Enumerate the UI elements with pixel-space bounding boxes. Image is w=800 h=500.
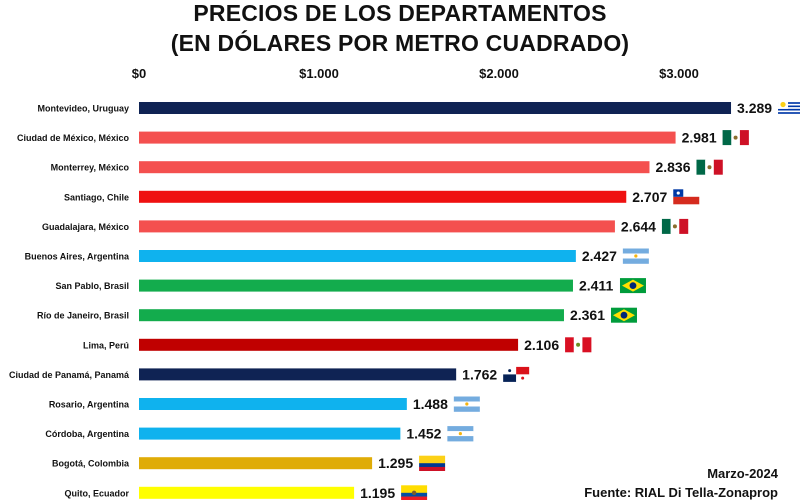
chart-title: PRECIOS DE LOS DEPARTAMENTOS (193, 0, 607, 26)
value-label: 2.644 (621, 218, 656, 234)
uruguay-sun (780, 101, 786, 108)
value-label: 2.106 (524, 337, 559, 353)
bar (139, 486, 355, 499)
ecuador-emblem (411, 490, 417, 495)
bar (139, 398, 407, 410)
brazil-globe (620, 311, 628, 319)
panama-red-star (521, 376, 525, 380)
category-label: San Pablo, Brasil (55, 281, 129, 291)
category-label: Monterrey, México (51, 163, 130, 173)
footer-source: Fuente: RIAL Di Tella-Zonaprop (584, 485, 778, 500)
mexico-emblem (733, 135, 738, 140)
category-label: Guadalajara, México (42, 222, 130, 232)
chile-red-stripe (673, 196, 700, 205)
bar (139, 161, 650, 174)
value-label: 1.488 (413, 396, 448, 412)
bar (139, 131, 676, 144)
bar (139, 338, 519, 351)
value-label: 3.289 (737, 100, 772, 116)
footer-date: Marzo-2024 (707, 466, 778, 481)
value-label: 1.195 (360, 485, 395, 500)
value-label: 2.361 (570, 307, 605, 323)
bar (139, 368, 457, 381)
colombia-flag-icon (419, 455, 446, 471)
bar (139, 220, 615, 233)
argentina-sun (634, 254, 638, 258)
panama-blue-star (508, 369, 512, 373)
x-tick-label: $1.000 (299, 66, 339, 81)
x-tick-label: $0 (132, 66, 146, 81)
bar (139, 102, 732, 114)
value-label: 1.452 (406, 426, 441, 442)
chile-flag-icon (673, 189, 700, 197)
value-label: 1.762 (462, 366, 497, 382)
peru-emblem (576, 342, 581, 347)
value-label: 2.981 (682, 130, 717, 146)
mexico-emblem (672, 224, 677, 229)
category-label: Lima, Perú (83, 340, 129, 350)
bar (139, 427, 401, 440)
value-label: 2.836 (655, 159, 690, 175)
category-label: Ciudad de Panamá, Panamá (9, 370, 130, 380)
argentina-sun (465, 402, 469, 406)
category-label: Quito, Ecuador (64, 488, 129, 498)
bar (139, 457, 373, 470)
category-label: Montevideo, Uruguay (37, 104, 129, 114)
category-label: Río de Janeiro, Brasil (37, 311, 129, 321)
value-label: 1.295 (378, 455, 413, 471)
argentina-sun (458, 432, 462, 436)
x-tick-label: $3.000 (659, 66, 699, 81)
category-label: Buenos Aires, Argentina (25, 252, 130, 262)
bar (139, 309, 564, 322)
brazil-globe (629, 282, 637, 289)
panama-red-quarter (516, 366, 530, 375)
mexico-emblem (707, 165, 712, 170)
bar (139, 250, 576, 262)
category-label: Rosario, Argentina (49, 400, 130, 410)
x-tick-label: $2.000 (479, 66, 519, 81)
category-label: Bogotá, Colombia (52, 459, 130, 469)
category-label: Córdoba, Argentina (45, 429, 130, 439)
chart-subtitle: (EN DÓLARES POR METRO CUADRADO) (170, 30, 630, 56)
chile-star (676, 191, 680, 195)
panama-blue-quarter (503, 374, 517, 382)
bar (139, 279, 573, 292)
value-label: 2.427 (582, 248, 617, 264)
bar (139, 190, 627, 203)
category-label: Santiago, Chile (64, 192, 129, 202)
category-label: Ciudad de México, México (17, 133, 130, 143)
value-label: 2.411 (579, 278, 613, 294)
uruguay-flag-icon (778, 100, 800, 116)
value-label: 2.707 (632, 189, 667, 205)
